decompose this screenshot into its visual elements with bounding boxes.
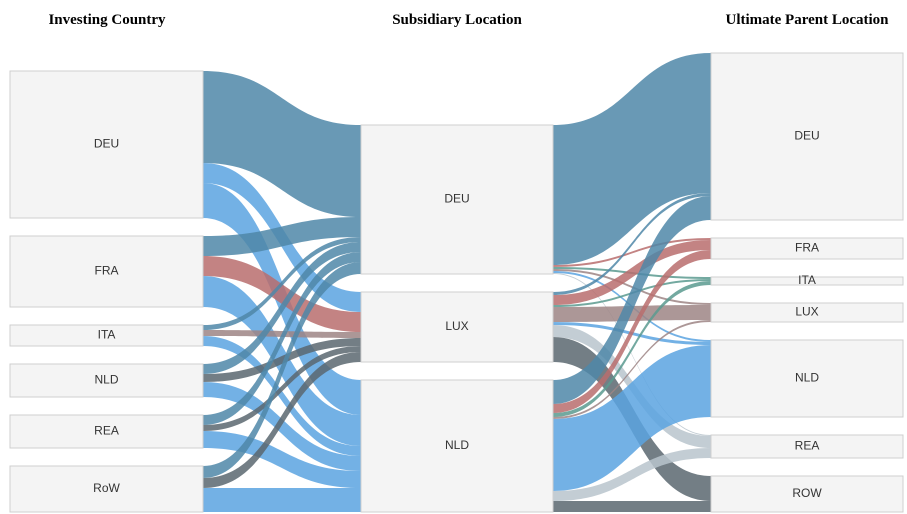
column-title: Investing Country	[48, 12, 166, 28]
node	[9, 363, 204, 398]
node	[9, 235, 204, 308]
node	[710, 434, 904, 459]
node	[710, 339, 904, 418]
node-label: FRA	[95, 264, 119, 278]
nodes: DEU FRA ITA NLD REA RoW DEU LUX NLD DEU FRA ITA LUX N…	[9, 52, 904, 513]
flow	[203, 262, 361, 478]
node-label: DEU	[794, 129, 819, 143]
node-label: NLD	[94, 373, 118, 387]
flow	[553, 269, 711, 305]
node	[9, 324, 204, 347]
flow	[203, 336, 361, 456]
links	[203, 53, 711, 512]
flow	[553, 281, 711, 417]
flow	[203, 488, 361, 512]
node	[9, 414, 204, 449]
node	[9, 70, 204, 219]
node-label: ITA	[98, 328, 116, 342]
column-title: Ultimate Parent Location	[725, 12, 889, 28]
flow	[203, 352, 361, 488]
flow	[553, 305, 711, 322]
node	[9, 465, 204, 513]
node-label: LUX	[445, 319, 468, 333]
node-label: DEU	[94, 137, 119, 151]
flow	[553, 345, 711, 491]
flow	[553, 240, 711, 305]
node	[360, 379, 554, 513]
node-label: DEU	[444, 192, 469, 206]
flow	[203, 338, 361, 382]
node	[710, 276, 904, 286]
node-label: FRA	[795, 241, 819, 255]
flow	[553, 193, 711, 295]
node-label: REA	[795, 439, 820, 453]
node-label: RoW	[93, 481, 120, 495]
node	[710, 302, 904, 323]
flow	[553, 250, 711, 413]
node-label: ITA	[798, 273, 816, 287]
flow	[553, 501, 711, 512]
flow	[553, 196, 711, 404]
node-label: LUX	[795, 305, 818, 319]
node	[360, 291, 554, 363]
flow	[553, 53, 711, 265]
node-label: REA	[94, 424, 119, 438]
flow	[203, 346, 361, 431]
node	[360, 124, 554, 275]
flow	[203, 237, 361, 330]
node	[710, 475, 904, 513]
flow	[203, 256, 361, 332]
column-title: Subsidiary Location	[392, 12, 522, 28]
flow	[203, 252, 361, 425]
flow	[203, 71, 361, 217]
node	[710, 52, 904, 221]
flow	[553, 448, 711, 501]
flow	[553, 238, 711, 267]
flow	[553, 273, 711, 436]
flow	[203, 242, 361, 374]
node	[710, 237, 904, 260]
node-label: NLD	[445, 438, 469, 452]
node-label: ROW	[792, 486, 822, 500]
flow	[553, 320, 711, 419]
flow	[203, 217, 361, 256]
node-label: NLD	[795, 371, 819, 385]
